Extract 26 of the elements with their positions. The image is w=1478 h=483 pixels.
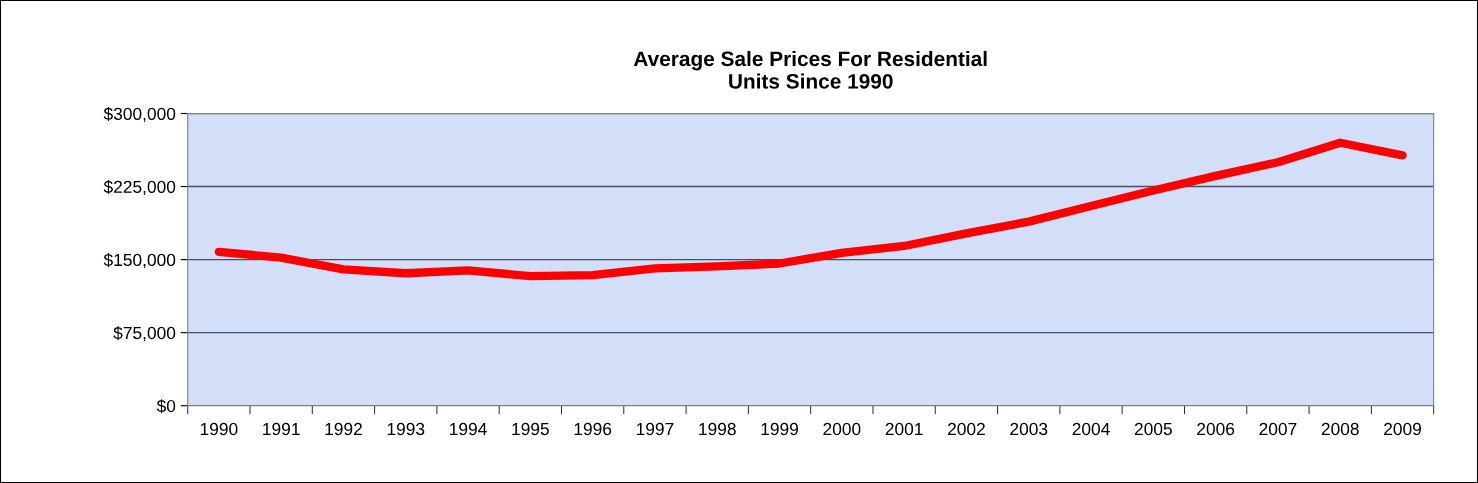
y-tick-label: $0 (156, 399, 176, 414)
x-tick-label: 1998 (699, 422, 736, 436)
x-tick-label: 2007 (1259, 422, 1297, 436)
x-tick-label: 2001 (885, 422, 923, 436)
x-tick-label: 1995 (512, 422, 549, 436)
chart-title: Average Sale Prices For Residential Units Since 1990 (633, 50, 987, 89)
x-tick-label: 2003 (1010, 422, 1048, 436)
x-tick-label: 2000 (823, 422, 861, 436)
x-tick-label: 1992 (325, 422, 362, 436)
x-tick-label: 1999 (761, 422, 799, 436)
x-tick-label: 2006 (1197, 422, 1235, 436)
x-tick-label: 1990 (200, 422, 238, 436)
x-tick-label: 1991 (263, 422, 300, 436)
x-tick-label: 2005 (1134, 422, 1172, 436)
x-tick-label: 1994 (450, 422, 487, 436)
x-tick-label: 2002 (947, 422, 985, 436)
x-tick-label: 1997 (636, 422, 674, 436)
y-tick-label: $300,000 (103, 106, 176, 123)
y-tick-label: $225,000 (103, 180, 176, 196)
x-tick-label: 2004 (1072, 422, 1110, 436)
x-tick-label: 1996 (574, 422, 612, 436)
y-tick-label: $150,000 (103, 253, 176, 269)
y-tick-label: $75,000 (113, 326, 176, 342)
x-tick-label: 1993 (387, 422, 425, 436)
x-tick-label: 2008 (1321, 422, 1359, 436)
x-tick-label: 2009 (1384, 422, 1421, 436)
